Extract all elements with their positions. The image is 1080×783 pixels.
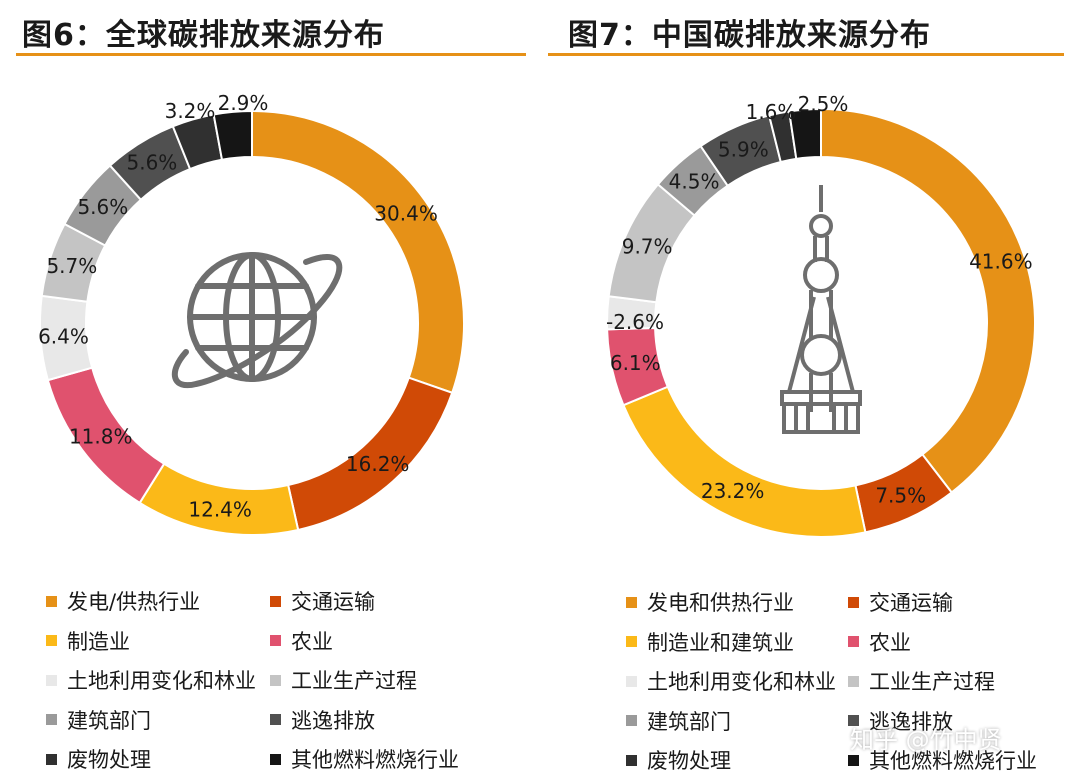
slice-value-label: 5.7% — [46, 254, 97, 278]
legend-label: 其他燃料燃烧行业 — [869, 749, 1037, 773]
legend-swatch — [270, 635, 281, 646]
slice-value-label: 5.9% — [718, 138, 769, 162]
legend-item: 发电和供热行业 — [626, 587, 794, 617]
legend-item: 废物处理 — [46, 744, 151, 774]
legend-item: 逃逸排放 — [848, 706, 953, 736]
slice-value-label: 5.6% — [127, 151, 178, 175]
slice-value-label: 6.4% — [38, 325, 89, 349]
legend-label: 废物处理 — [647, 749, 731, 773]
legend-swatch — [46, 674, 57, 686]
legend-swatch — [848, 596, 859, 608]
legend-label: 制造业 — [67, 629, 130, 654]
legend-label: 逃逸排放 — [291, 708, 375, 733]
slice-10 — [212, 109, 253, 161]
slice-value-label: -2.6% — [606, 310, 664, 334]
legend-swatch — [46, 753, 57, 765]
legend-china: 发电和供热行业 交通运输制造业和建筑业 农业土地利用变化和林业 工业生产过程建筑部门 逃… — [540, 0, 1080, 783]
legend-item: 农业 — [848, 627, 911, 657]
slice-value-label: 30.4% — [374, 202, 438, 226]
legend-item: 农业 — [270, 626, 333, 656]
legend-swatch — [626, 636, 637, 647]
legend-label: 土地利用变化和林业 — [647, 670, 836, 694]
slice-value-label: 2.9% — [218, 91, 269, 115]
legend-swatch — [270, 714, 281, 725]
legend-swatch — [848, 754, 859, 766]
legend-item: 交通运输 — [270, 586, 375, 616]
legend-swatch — [46, 714, 57, 725]
legend-swatch — [270, 595, 281, 607]
slice-value-label: 3.2% — [165, 99, 216, 123]
slice-value-label: 4.5% — [669, 170, 720, 194]
title-rule — [16, 53, 526, 56]
slice-value-label: 6.1% — [610, 351, 661, 375]
legend-swatch — [626, 596, 637, 608]
legend-swatch — [626, 715, 637, 726]
slice-value-label: 1.6% — [746, 100, 797, 124]
title-rule — [548, 53, 1064, 56]
legend-item: 发电/供热行业 — [46, 586, 200, 616]
legend-item: 建筑部门 — [626, 706, 731, 736]
legend-item: 其他燃料燃烧行业 — [848, 745, 1037, 775]
legend-swatch — [46, 635, 57, 646]
donut-chart-global: 30.4% 16.2% 12.4% 11.8% 6.4% 5.7% 5.6% 5.6% 3.2%… — [38, 91, 465, 536]
legend-swatch — [270, 674, 281, 686]
slice-value-label: 16.2% — [346, 452, 410, 476]
legend-item: 建筑部门 — [46, 705, 151, 735]
legend-swatch — [626, 675, 637, 687]
legend-label: 废物处理 — [67, 748, 151, 772]
legend-swatch — [848, 715, 859, 726]
legend-label: 交通运输 — [869, 591, 953, 615]
legend-item: 废物处理 — [626, 745, 731, 775]
slice-value-label: 2.5% — [798, 92, 849, 116]
slice-value-label: 7.5% — [875, 483, 926, 507]
legend-label: 农业 — [869, 630, 911, 655]
legend-item: 工业生产过程 — [848, 666, 995, 696]
legend-label: 发电和供热行业 — [647, 591, 794, 615]
legend-item: 制造业和建筑业 — [626, 627, 794, 657]
chart-title: 图7：中国碳排放来源分布 — [568, 18, 931, 53]
legend-label: 交通运输 — [291, 590, 375, 614]
slice-value-label: 12.4% — [188, 497, 252, 521]
legend-label: 建筑部门 — [67, 708, 151, 733]
legend-label: 建筑部门 — [647, 709, 731, 734]
globe-icon — [171, 252, 343, 389]
legend-label: 其他燃料燃烧行业 — [291, 748, 459, 772]
chart-title: 图6：全球碳排放来源分布 — [22, 18, 385, 53]
legend-label: 逃逸排放 — [869, 709, 953, 734]
legend-swatch — [626, 754, 637, 766]
watermark: 知乎 @竹中贤 — [850, 726, 1002, 754]
legend-item: 土地利用变化和林业 — [626, 666, 836, 696]
legend-swatch — [270, 753, 281, 765]
legend-label: 农业 — [291, 629, 333, 654]
legend-swatch — [46, 595, 57, 607]
legend-label: 工业生产过程 — [291, 669, 417, 693]
legend-label: 制造业和建筑业 — [647, 630, 794, 655]
slice-value-label: 5.6% — [77, 195, 128, 219]
slice-value-label: 41.6% — [969, 250, 1033, 274]
donut-chart-china: 41.6% 7.5% 23.2% 6.1% -2.6% 9.7% 4.5% 5.9% 1.6% 2… — [606, 92, 1036, 538]
legend-item: 工业生产过程 — [270, 665, 417, 695]
slice-value-label: 9.7% — [622, 234, 673, 258]
legend-global: 发电/供热行业 交通运输制造业 农业土地利用变化和林业 工业生产过程建筑部门 逃逸排放废… — [46, 586, 459, 774]
legend-item: 制造业 — [46, 626, 130, 656]
slice-value-label: 23.2% — [701, 479, 765, 503]
legend-label: 工业生产过程 — [869, 670, 995, 694]
legend-swatch — [848, 636, 859, 647]
legend-item: 交通运输 — [848, 587, 953, 617]
slice-10 — [788, 107, 822, 160]
chart-panel-global: 图6：全球碳排放来源分布 30.4% 16.2% 12.4% 11.8% 6.4% 5.7… — [16, 18, 526, 774]
legend-item: 逃逸排放 — [270, 705, 375, 735]
tv-tower-icon — [780, 185, 862, 434]
slice-1 — [820, 107, 1036, 494]
legend-label: 发电/供热行业 — [67, 590, 201, 614]
legend-label: 土地利用变化和林业 — [67, 669, 256, 693]
legend-item: 其他燃料燃烧行业 — [270, 744, 459, 774]
chart-panel-china: 图7：中国碳排放来源分布 41.6% 7.5% 23.2% 6.1% -2.6% 9.7%… — [540, 0, 1080, 783]
slice-value-label: 11.8% — [69, 424, 133, 448]
legend-swatch — [848, 675, 859, 687]
legend-item: 土地利用变化和林业 — [46, 665, 256, 695]
